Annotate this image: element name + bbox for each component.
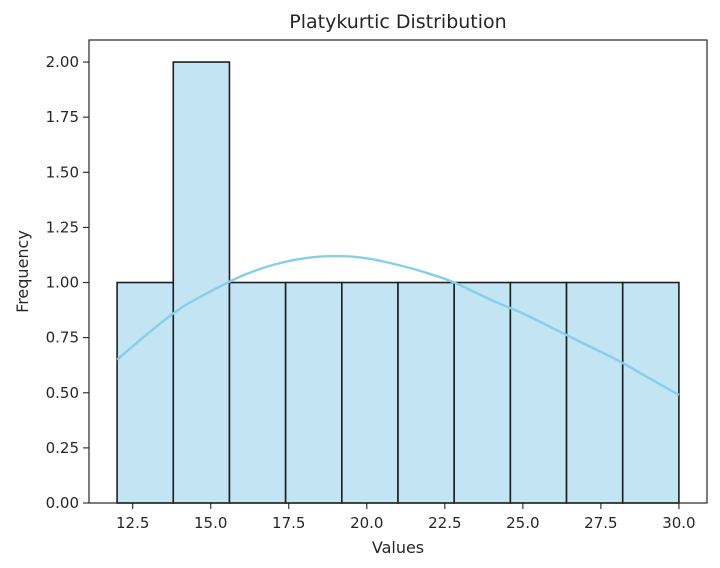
histogram-bar-5	[341, 281, 399, 504]
y-tick-label: 1.75	[46, 108, 79, 126]
plot-frame	[88, 39, 708, 504]
y-tick-label: 0.75	[46, 329, 79, 347]
histogram-bar-10	[621, 281, 680, 504]
y-tick-label: 0.00	[46, 494, 79, 512]
x-tick-label: 27.5	[584, 514, 617, 532]
chart-title: Platykurtic Distribution	[289, 11, 506, 33]
kde-layer	[116, 254, 680, 397]
y-tick-label: 1.25	[46, 218, 79, 236]
x-tick-label: 12.5	[116, 514, 149, 532]
x-tick-label: 30.0	[662, 514, 695, 532]
x-tick-label: 17.5	[272, 514, 305, 532]
histogram-bar-8	[509, 281, 568, 504]
histogram-bar-1	[116, 281, 175, 504]
y-tick-label: 0.50	[46, 384, 79, 402]
y-axis-ticks: 0.00 0.25 0.50 0.75 1.00 1.25 1.50 1.75 2.00	[46, 53, 89, 512]
histogram-bar-7	[453, 281, 512, 504]
y-axis-label: Frequency	[13, 230, 32, 313]
x-tick-label: 15.0	[194, 514, 227, 532]
x-tick-label: 20.0	[350, 514, 383, 532]
x-tick-label: 22.5	[428, 514, 461, 532]
y-tick-label: 1.00	[46, 274, 79, 292]
histogram-bar-9	[565, 281, 624, 504]
histogram-bar-4	[284, 281, 343, 504]
bars-layer	[116, 61, 680, 504]
x-axis-ticks: 12.5 15.0 17.5 20.0 22.5 25.0 27.5 30.0	[116, 503, 696, 532]
kde-curve	[116, 254, 680, 397]
y-tick-label: 2.00	[46, 53, 79, 71]
histogram-bar-6	[397, 281, 455, 504]
y-tick-label: 1.50	[46, 163, 79, 181]
x-tick-label: 25.0	[506, 514, 539, 532]
histogram-bar-3	[228, 281, 287, 504]
x-axis-label: Values	[372, 538, 424, 557]
y-tick-label: 0.25	[46, 439, 79, 457]
histogram-bar-2	[172, 61, 231, 504]
